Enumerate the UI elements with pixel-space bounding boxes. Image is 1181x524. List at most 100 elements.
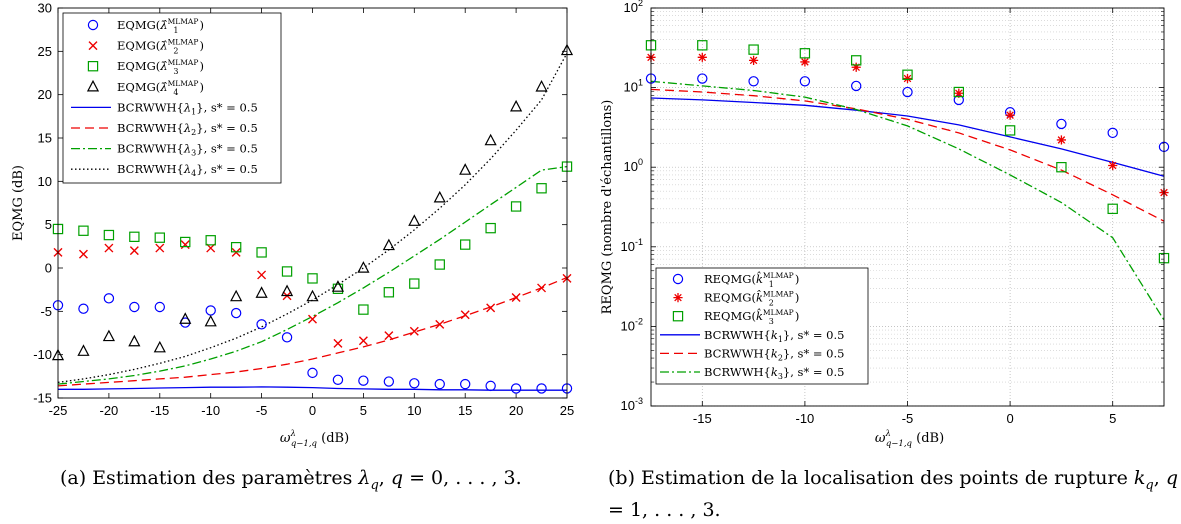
- legend-label: BCRWWH{k3}, s* = 0.5: [704, 365, 844, 381]
- data-point: [257, 270, 267, 280]
- x-tick-label: -20: [100, 403, 119, 418]
- plot-frame-a: [57, 7, 568, 399]
- data-point: [536, 183, 547, 194]
- data-point: [902, 86, 913, 98]
- legend-label: BCRWWH{λ1}, s* = 0.5: [117, 100, 258, 116]
- y-tick-label: -10: [33, 347, 52, 362]
- data-point: [281, 332, 293, 343]
- data-point: [256, 247, 267, 258]
- data-point: [331, 280, 345, 292]
- data-point: [1056, 135, 1066, 145]
- data-point: [77, 344, 90, 356]
- data-point: [1107, 127, 1118, 139]
- y-tick-label: -5: [40, 304, 52, 319]
- data-point: [510, 99, 523, 112]
- data-point: [180, 236, 191, 248]
- y-tick-label: 10: [38, 174, 52, 189]
- data-point: [459, 163, 472, 175]
- data-point: [382, 238, 395, 251]
- data-point: [535, 79, 548, 92]
- data-point: [1108, 160, 1118, 171]
- data-point: [800, 57, 810, 67]
- data-point: [281, 266, 293, 277]
- series-line: [650, 80, 1165, 321]
- y-tick-label: 102: [624, 0, 643, 15]
- data-point: [409, 278, 420, 289]
- data-point: [78, 225, 89, 236]
- caption-a: (a) Estimation des paramètres λq, q = 0,…: [60, 467, 522, 493]
- data-point: [179, 312, 192, 324]
- data-point: [1005, 110, 1015, 120]
- legend-label: EQMG(λ̂MLMAP 2): [117, 38, 204, 56]
- data-point: [230, 242, 242, 253]
- data-point: [307, 273, 318, 284]
- data-point: [1056, 162, 1067, 173]
- data-point: [954, 88, 964, 98]
- x-tick-label: -10: [796, 411, 815, 426]
- data-point: [78, 249, 88, 259]
- data-point: [408, 214, 421, 226]
- data-point: [902, 69, 913, 80]
- x-tick-label: -10: [201, 403, 220, 418]
- plot-frame-b: [650, 7, 1165, 407]
- x-tick-label: -25: [49, 403, 68, 418]
- data-point: [280, 284, 294, 297]
- data-point: [697, 40, 708, 51]
- data-point: [103, 293, 115, 304]
- legend-marker: [88, 41, 98, 51]
- data-point: [256, 319, 267, 330]
- legend-label: BCRWWH{λ2}, s* = 0.5: [117, 121, 258, 137]
- data-point: [104, 243, 114, 253]
- data-point: [749, 55, 759, 65]
- x-tick-label: 5: [360, 403, 367, 418]
- data-point: [460, 378, 471, 390]
- data-point: [358, 375, 369, 386]
- data-point: [485, 380, 496, 392]
- data-point: [484, 133, 497, 146]
- series-line: [57, 165, 568, 385]
- data-point: [332, 283, 344, 295]
- data-point: [129, 301, 140, 313]
- data-point: [485, 222, 496, 234]
- data-point: [307, 367, 318, 379]
- data-point: [129, 231, 140, 242]
- data-point: [902, 73, 913, 84]
- series-line: [57, 276, 568, 387]
- data-point: [255, 286, 268, 298]
- legend-marker: [673, 293, 683, 303]
- data-point: [78, 303, 89, 314]
- legend-marker: [672, 273, 684, 285]
- data-point: [306, 289, 319, 302]
- y-tick-label: -15: [33, 391, 52, 406]
- data-point: [435, 319, 445, 329]
- y-tick-label: 5: [45, 217, 52, 232]
- series-line: [58, 386, 567, 391]
- data-point: [102, 329, 115, 342]
- data-point: [205, 235, 216, 246]
- y-tick-label: 20: [38, 87, 52, 102]
- y-axis-label: EQMG (dB): [11, 165, 26, 241]
- data-point: [510, 201, 522, 212]
- data-point: [154, 232, 165, 243]
- chart-panel-a: -25 -20 -15 -10 -5 0 5 10 15 20 25 -15 -10 -5 0 5 10 15 20…: [11, 1, 574, 450]
- data-point: [308, 314, 317, 324]
- data-point: [1056, 118, 1067, 130]
- data-point: [358, 304, 369, 315]
- data-point: [434, 259, 445, 270]
- series-line: [650, 97, 1165, 177]
- data-point: [333, 338, 343, 348]
- legend-marker: [87, 60, 99, 72]
- series-line: [650, 88, 1165, 222]
- legend-label: EQMG(λ̂MLMAP 1): [117, 17, 204, 35]
- x-tick-label: -5: [256, 403, 268, 418]
- y-axis-label: REQMG (nombre d'échantillons): [600, 100, 615, 315]
- y-tick-label: 10-3: [621, 396, 643, 413]
- y-tick-label: 100: [624, 157, 643, 174]
- data-point: [129, 246, 139, 256]
- data-point: [155, 243, 165, 253]
- data-point: [536, 383, 547, 394]
- data-point: [460, 310, 470, 320]
- legend-box: [655, 267, 869, 385]
- data-point: [383, 287, 395, 298]
- y-tick-label: 10-1: [621, 237, 643, 254]
